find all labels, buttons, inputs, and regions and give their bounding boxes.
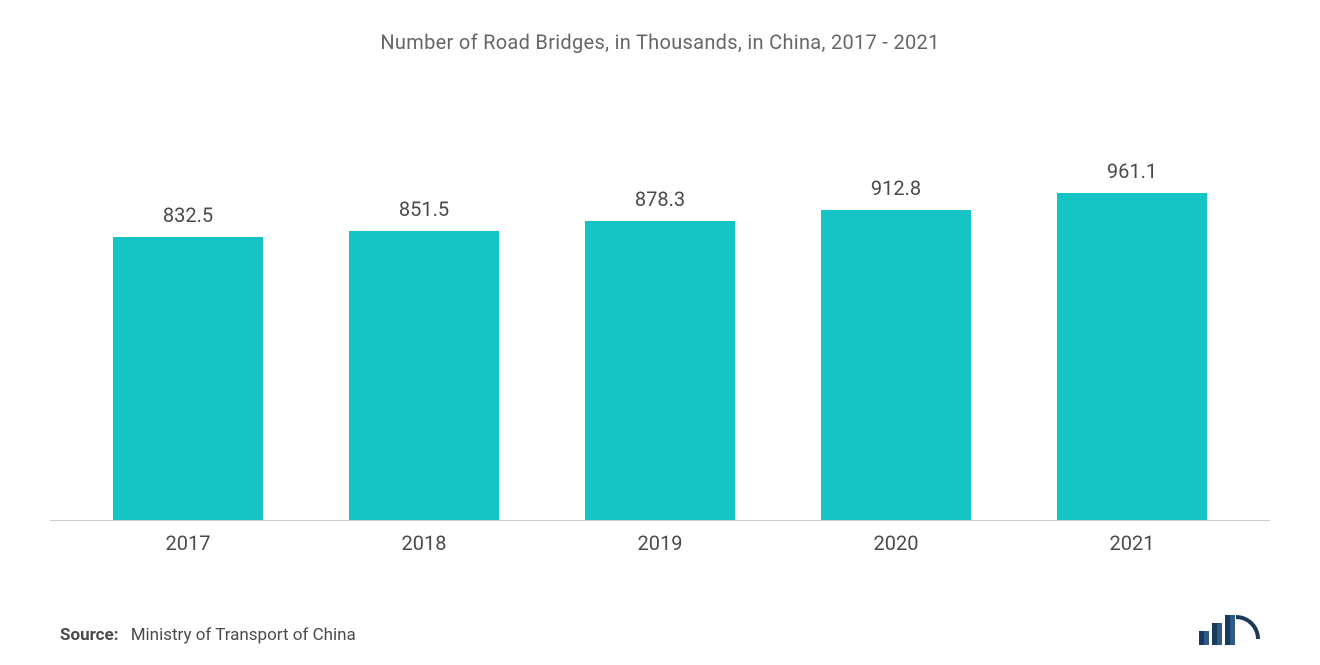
bar-group-0: 832.5 <box>70 114 306 520</box>
source-attribution: Source: Ministry of Transport of China <box>60 625 356 645</box>
chart-container: Number of Road Bridges, in Thousands, in… <box>0 0 1320 665</box>
x-label: 2020 <box>778 531 1014 555</box>
bar-group-1: 851.5 <box>306 114 542 520</box>
x-label: 2018 <box>306 531 542 555</box>
bar-value-label: 878.3 <box>635 187 685 211</box>
bar-group-4: 961.1 <box>1014 114 1250 520</box>
x-label: 2017 <box>70 531 306 555</box>
bar-group-2: 878.3 <box>542 114 778 520</box>
bar-value-label: 961.1 <box>1107 159 1157 183</box>
x-axis-labels: 2017 2018 2019 2020 2021 <box>50 521 1270 555</box>
x-label: 2021 <box>1014 531 1250 555</box>
bar-value-label: 851.5 <box>399 197 449 221</box>
bar-value-label: 832.5 <box>163 203 213 227</box>
x-label: 2019 <box>542 531 778 555</box>
source-text: Ministry of Transport of China <box>131 625 356 645</box>
bar-3 <box>821 210 971 520</box>
chart-footer: Source: Ministry of Transport of China <box>50 615 1270 645</box>
bar-0 <box>113 237 263 520</box>
logo-arc-icon <box>1236 615 1260 639</box>
bar-2 <box>585 221 735 520</box>
bar-4 <box>1057 193 1207 520</box>
plot-area: 832.5 851.5 878.3 912.8 961.1 <box>50 114 1270 521</box>
bar-1 <box>349 231 499 521</box>
logo-bars-icon <box>1199 615 1235 645</box>
source-label: Source: <box>60 625 118 645</box>
bar-value-label: 912.8 <box>871 176 921 200</box>
brand-logo-icon <box>1199 615 1260 645</box>
bar-group-3: 912.8 <box>778 114 1014 520</box>
chart-title: Number of Road Bridges, in Thousands, in… <box>50 30 1270 54</box>
